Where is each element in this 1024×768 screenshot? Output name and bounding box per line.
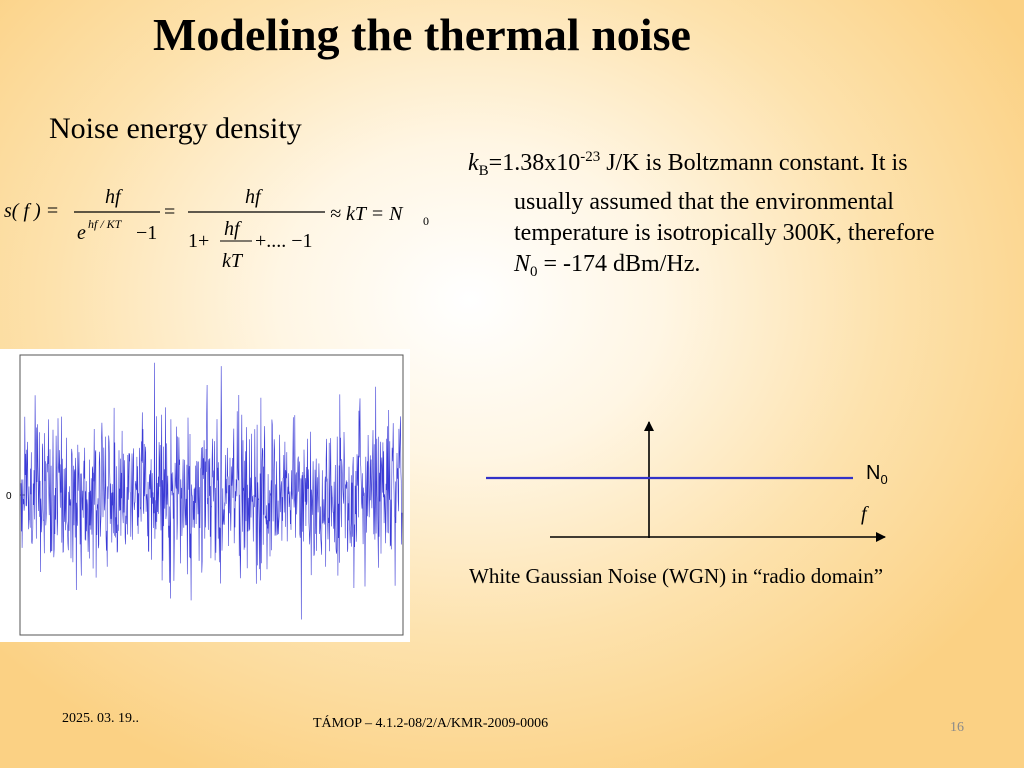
wgn-n0-subscript: 0 bbox=[880, 472, 888, 487]
slide-title: Modeling the thermal noise bbox=[153, 9, 691, 60]
formula-lhs: s( f ) = bbox=[4, 200, 59, 222]
formula-frac1-den-exponent: hf / KT bbox=[88, 217, 123, 231]
boltzmann-info: kB=1.38x10-23 J/K is Boltzmann constant.… bbox=[468, 142, 1024, 288]
wgn-n0-label: N0 bbox=[866, 462, 888, 487]
formula-frac2-den-tail: +.... −1 bbox=[255, 230, 313, 252]
noise-signal-line bbox=[20, 362, 403, 620]
formula-approx-subscript: 0 bbox=[423, 214, 429, 228]
n-value: = -174 dBm/Hz. bbox=[537, 251, 701, 277]
k-exponent: -23 bbox=[580, 149, 601, 165]
info-line-4: N0 = -174 dBm/Hz. bbox=[468, 249, 1024, 288]
wgn-f-axis-label: f bbox=[861, 503, 867, 525]
formula-equals: = bbox=[164, 201, 175, 223]
slide-page-number: 16 bbox=[950, 720, 964, 735]
n-subscript: 0 bbox=[530, 264, 538, 280]
noise-density-formula: s( f ) = hf e hf / KT −1 = hf 1+ hf kT +… bbox=[0, 180, 440, 290]
formula-frac2-den-lead: 1+ bbox=[188, 230, 209, 252]
k-subscript: B bbox=[478, 163, 489, 179]
formula-frac1-den-tail: −1 bbox=[136, 222, 157, 244]
noise-plot-canvas: 0 bbox=[6, 354, 404, 636]
wgn-caption: White Gaussian Noise (WGN) in “radio dom… bbox=[469, 564, 884, 588]
n-symbol: N bbox=[514, 251, 531, 277]
formula-frac1-den-base: e bbox=[77, 222, 86, 244]
info-line-2: usually assumed that the environmental bbox=[514, 189, 894, 215]
info-line-1: kB=1.38x10-23 J/K is Boltzmann constant.… bbox=[468, 142, 1024, 187]
formula-approx: ≈ kT = N bbox=[330, 203, 404, 225]
noise-plot-y-tick-label: 0 bbox=[6, 491, 12, 502]
formula-frac1-numerator: hf bbox=[105, 186, 123, 208]
formula-frac2-numerator: hf bbox=[245, 186, 263, 208]
info-line-1-rest: J/K is Boltzmann constant. It is bbox=[600, 150, 908, 176]
footer-date: 2025. 03. 19.. bbox=[62, 711, 139, 726]
formula-inner-numerator: hf bbox=[224, 218, 242, 240]
wgn-n0-symbol: N bbox=[866, 462, 881, 484]
footer-project-code: TÁMOP – 4.1.2-08/2/A/KMR-2009-0006 bbox=[313, 716, 549, 731]
wgn-spectrum-diagram bbox=[470, 410, 930, 560]
k-value: =1.38x10 bbox=[488, 150, 581, 176]
info-line-3: temperature is isotropically 300K, there… bbox=[514, 220, 935, 246]
noise-time-plot: 0 bbox=[0, 349, 410, 642]
slide-subtitle: Noise energy density bbox=[49, 112, 302, 145]
formula-inner-denominator: kT bbox=[222, 250, 244, 272]
k-symbol: k bbox=[468, 150, 479, 176]
